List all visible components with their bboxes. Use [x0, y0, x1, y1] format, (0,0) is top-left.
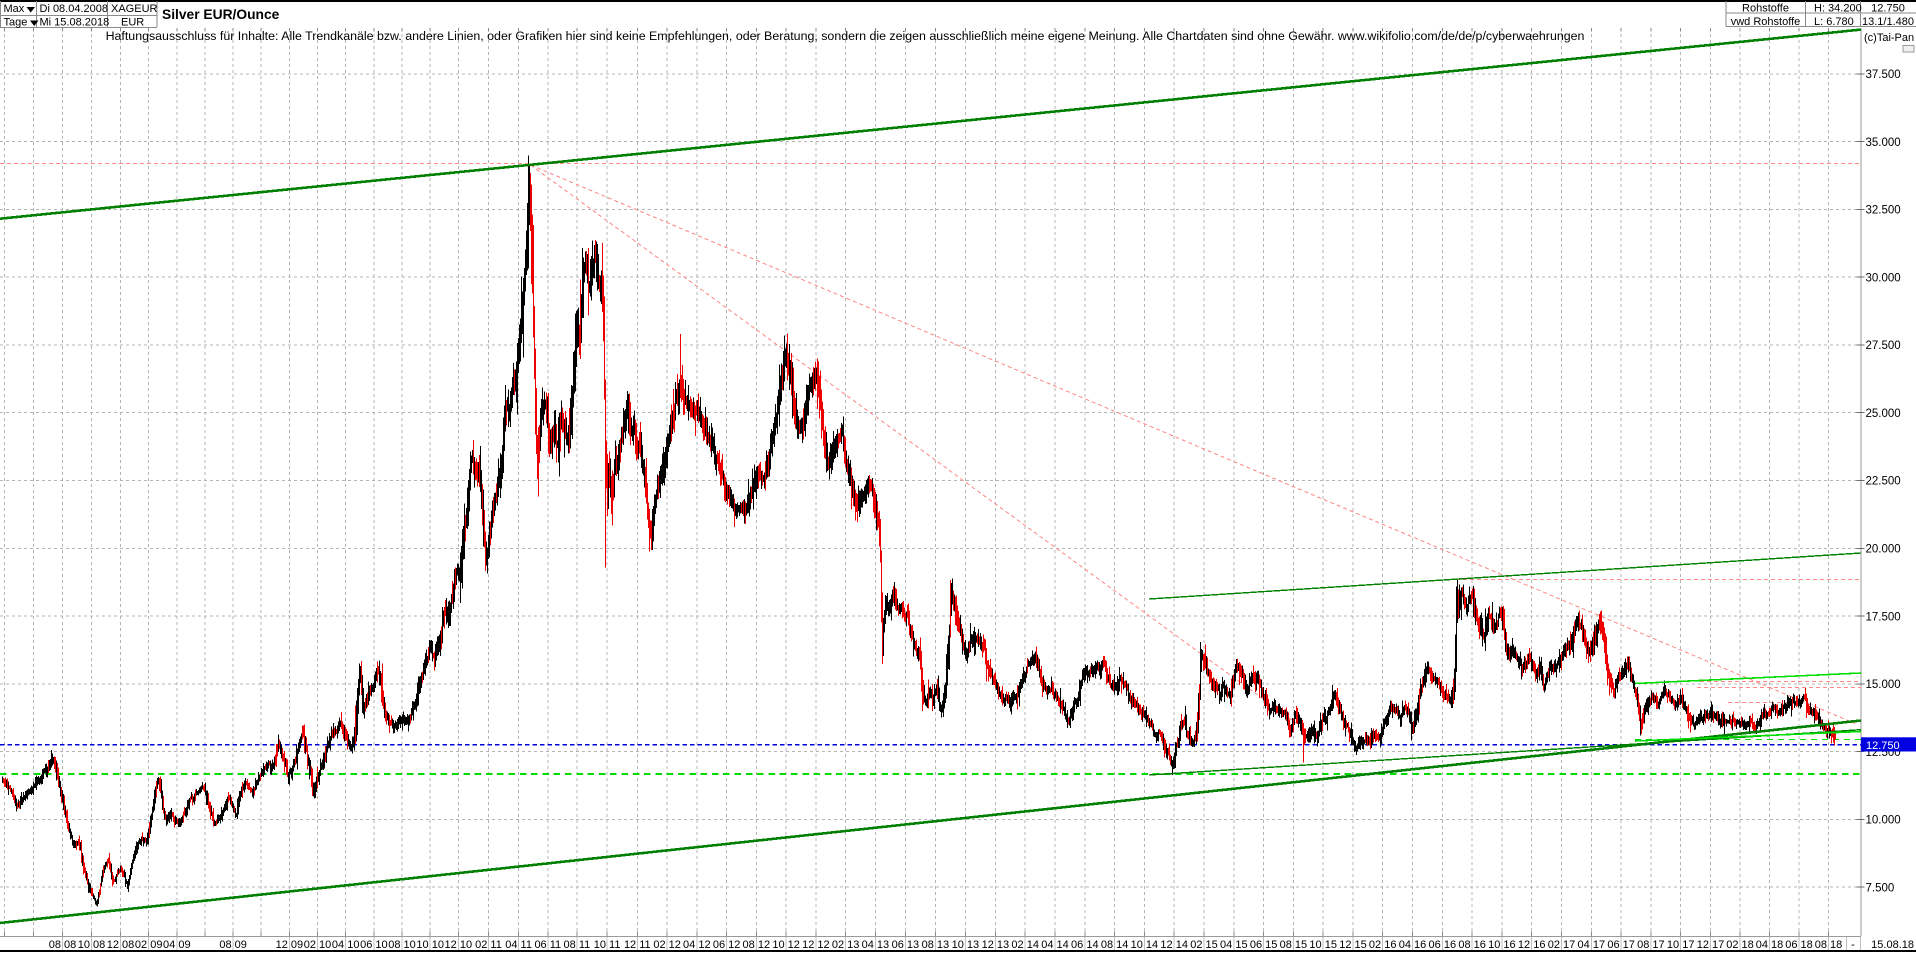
svg-text:12 08: 12 08: [107, 939, 135, 951]
svg-text:12 13: 12 13: [982, 939, 1010, 951]
svg-text:04 11: 04 11: [505, 939, 532, 951]
svg-text:17.500: 17.500: [1866, 611, 1901, 623]
svg-text:08 10: 08 10: [388, 939, 416, 951]
svg-text:04 18: 04 18: [1756, 939, 1784, 951]
svg-text:02 17: 02 17: [1548, 939, 1576, 951]
svg-text:10 15: 10 15: [1309, 939, 1337, 951]
svg-text:12.750: 12.750: [1871, 3, 1905, 15]
svg-text:08 15: 08 15: [1280, 939, 1308, 951]
svg-text:30.000: 30.000: [1866, 272, 1901, 284]
svg-text:04 16: 04 16: [1399, 939, 1427, 951]
svg-text:06 11: 06 11: [534, 939, 561, 951]
svg-text:Max: Max: [4, 3, 25, 15]
svg-text:08 18: 08 18: [1815, 939, 1843, 951]
svg-text:12 11: 12 11: [624, 939, 651, 951]
svg-text:10 11: 10 11: [594, 939, 621, 951]
svg-text:12 09: 12 09: [276, 939, 304, 951]
svg-text:02 13: 02 13: [832, 939, 860, 951]
svg-text:02 14: 02 14: [1011, 939, 1039, 951]
svg-text:12 10: 12 10: [445, 939, 473, 951]
svg-text:06 14: 06 14: [1071, 939, 1099, 951]
svg-text:08 14: 08 14: [1101, 939, 1129, 951]
svg-text:10 13: 10 13: [952, 939, 980, 951]
svg-text:XAGEUR: XAGEUR: [111, 3, 158, 15]
svg-text:04 17: 04 17: [1578, 939, 1606, 951]
svg-text:02 09: 02 09: [135, 939, 163, 951]
svg-text:02 12: 02 12: [653, 939, 681, 951]
svg-text:10 08: 10 08: [78, 939, 106, 951]
svg-text:Mi 15.08.2018: Mi 15.08.2018: [40, 16, 110, 28]
svg-text:08 16: 08 16: [1458, 939, 1486, 951]
svg-text:10 12: 10 12: [772, 939, 800, 951]
svg-text:EUR: EUR: [121, 16, 144, 28]
svg-text:H: 34.200: H: 34.200: [1814, 3, 1862, 15]
svg-text:12 15: 12 15: [1339, 939, 1367, 951]
svg-text:Silver EUR/Ounce: Silver EUR/Ounce: [162, 7, 280, 22]
svg-text:10 17: 10 17: [1667, 939, 1695, 951]
svg-text:08 08: 08 08: [49, 939, 77, 951]
svg-text:08 17: 08 17: [1637, 939, 1665, 951]
svg-text:Di 08.04.2008: Di 08.04.2008: [40, 3, 109, 15]
svg-text:06 12: 06 12: [713, 939, 741, 951]
svg-text:04 15: 04 15: [1220, 939, 1248, 951]
svg-text:06 16: 06 16: [1429, 939, 1457, 951]
svg-text:06 15: 06 15: [1250, 939, 1278, 951]
svg-text:06 10: 06 10: [360, 939, 388, 951]
svg-text:08 12: 08 12: [743, 939, 771, 951]
svg-text:06 17: 06 17: [1607, 939, 1635, 951]
svg-text:20.000: 20.000: [1866, 544, 1901, 556]
svg-text:08 11: 08 11: [564, 939, 591, 951]
svg-text:04 14: 04 14: [1041, 939, 1069, 951]
svg-text:13.1/1.480: 13.1/1.480: [1862, 16, 1914, 28]
svg-text:10 16: 10 16: [1488, 939, 1516, 951]
svg-text:25.000: 25.000: [1866, 408, 1901, 420]
svg-text:-: -: [1851, 939, 1855, 951]
svg-text:12 16: 12 16: [1518, 939, 1546, 951]
svg-text:12 12: 12 12: [802, 939, 830, 951]
svg-text:15.000: 15.000: [1866, 679, 1901, 691]
svg-text:15.08.18: 15.08.18: [1871, 939, 1914, 951]
svg-text:L: 6.780: L: 6.780: [1814, 16, 1854, 28]
svg-text:02 11: 02 11: [475, 939, 502, 951]
svg-text:27.500: 27.500: [1866, 340, 1901, 352]
svg-text:12 14: 12 14: [1160, 939, 1188, 951]
svg-text:10.000: 10.000: [1866, 815, 1901, 827]
svg-text:Haftungsausschluss für Inhalte: Haftungsausschluss für Inhalte: Alle Tre…: [106, 29, 1585, 43]
svg-text:06 13: 06 13: [892, 939, 920, 951]
svg-text:02 16: 02 16: [1369, 939, 1397, 951]
svg-text:12 17: 12 17: [1697, 939, 1725, 951]
svg-text:Tage: Tage: [4, 16, 28, 28]
svg-text:22.500: 22.500: [1866, 476, 1901, 488]
svg-text:7.500: 7.500: [1866, 882, 1895, 894]
svg-text:37.500: 37.500: [1866, 69, 1901, 81]
svg-text:Rohstoffe: Rohstoffe: [1742, 3, 1789, 15]
svg-text:08 13: 08 13: [922, 939, 950, 951]
svg-text:10 14: 10 14: [1131, 939, 1159, 951]
svg-text:04 13: 04 13: [862, 939, 890, 951]
svg-text:04 10: 04 10: [332, 939, 360, 951]
svg-text:02 15: 02 15: [1190, 939, 1218, 951]
svg-text:32.500: 32.500: [1866, 205, 1901, 217]
svg-text:04 09: 04 09: [163, 939, 191, 951]
svg-text:06 18: 06 18: [1785, 939, 1813, 951]
svg-text:08 09: 08 09: [219, 939, 247, 951]
svg-text:02 18: 02 18: [1726, 939, 1754, 951]
svg-text:12.750: 12.750: [1866, 740, 1900, 752]
svg-text:02 10: 02 10: [304, 939, 332, 951]
svg-text:10 10: 10 10: [416, 939, 444, 951]
svg-text:35.000: 35.000: [1866, 137, 1901, 149]
svg-text:(c)Tai-Pan: (c)Tai-Pan: [1864, 32, 1914, 44]
svg-text:04 12: 04 12: [683, 939, 711, 951]
svg-text:vwd Rohstoffe: vwd Rohstoffe: [1731, 16, 1801, 28]
